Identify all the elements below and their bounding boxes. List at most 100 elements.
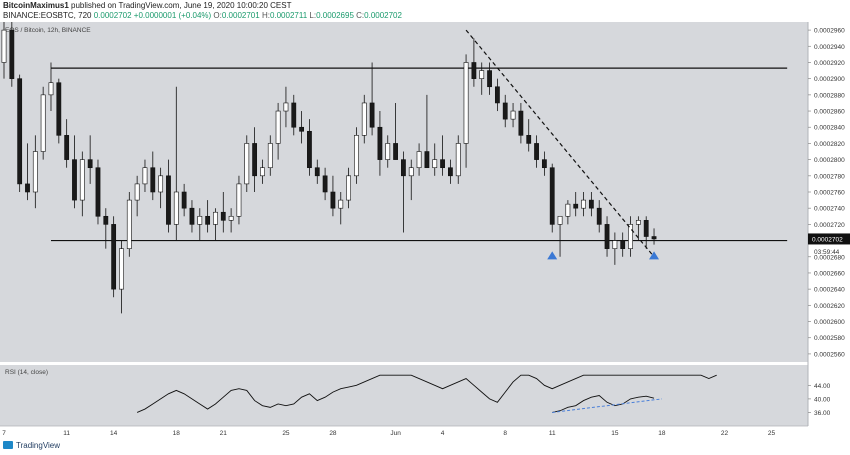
candle-body bbox=[64, 135, 70, 160]
y-tick-label: 0.0002920 bbox=[814, 60, 845, 67]
candle-body bbox=[173, 191, 179, 225]
y-tick-label: 0.0002580 bbox=[814, 335, 845, 342]
candle-body bbox=[158, 175, 164, 193]
candle-body bbox=[526, 135, 532, 144]
candle-body bbox=[612, 240, 618, 249]
candle-body bbox=[150, 167, 156, 193]
candle-body bbox=[119, 248, 124, 290]
candle-body bbox=[628, 224, 633, 249]
candle-body bbox=[307, 130, 312, 169]
y-tick-label: 0.0002940 bbox=[814, 44, 845, 51]
candle-body bbox=[432, 159, 438, 169]
candle-body bbox=[275, 110, 281, 144]
support-arrow-icon bbox=[649, 251, 660, 260]
chart-canvas[interactable]: EOS / Bitcoin, 12h, BINANCE 0.0002960 0.00… bbox=[0, 22, 850, 438]
candle-body bbox=[471, 62, 477, 79]
last-price: 0.0002702 bbox=[93, 11, 132, 20]
candle-body bbox=[494, 86, 500, 104]
candle-body bbox=[260, 167, 265, 177]
tradingview-logo-icon bbox=[3, 441, 13, 449]
candle-body bbox=[220, 211, 226, 221]
candle-body bbox=[322, 175, 328, 193]
candle-body bbox=[440, 159, 445, 169]
candle-body bbox=[651, 236, 657, 240]
rsi-divergence-line bbox=[552, 398, 662, 413]
tradingview-logo[interactable]: TradingView bbox=[3, 441, 60, 450]
symbol-label: BINANCE:EOSBTC, 720 bbox=[3, 11, 92, 20]
ohlc-line: BINANCE:EOSBTC, 720 0.0002702 +0.0000001… bbox=[3, 11, 402, 21]
chart-header: BitcoinMaximus1 published on TradingView… bbox=[0, 0, 850, 22]
publish-line: BitcoinMaximus1 published on TradingView… bbox=[3, 1, 291, 11]
last-price-tag-label: 0.0002702 bbox=[812, 236, 843, 243]
open-label: O: bbox=[213, 11, 222, 20]
price-pane bbox=[0, 22, 808, 362]
candle-body bbox=[56, 82, 62, 136]
candle-body bbox=[455, 143, 461, 177]
candle-body bbox=[487, 70, 492, 88]
candle-body bbox=[346, 175, 351, 201]
x-tick-label: 25 bbox=[768, 430, 776, 437]
bar-countdown: 03:59:44 bbox=[814, 249, 840, 256]
candle-body bbox=[643, 220, 649, 237]
candle-body bbox=[385, 143, 391, 160]
x-tick-label: 11 bbox=[549, 430, 556, 437]
candle-body bbox=[205, 215, 211, 225]
y-tick-label: 0.0002560 bbox=[814, 351, 845, 358]
candle-body bbox=[213, 211, 218, 225]
y-tick-label: 0.0002840 bbox=[814, 125, 845, 132]
candle-body bbox=[448, 167, 453, 177]
footer: TradingView bbox=[0, 438, 850, 455]
candle-body bbox=[111, 224, 117, 290]
y-tick-label: 0.0002880 bbox=[814, 92, 845, 99]
candle-body bbox=[408, 167, 414, 177]
candle-body bbox=[72, 159, 77, 201]
y-tick-label: 0.0002780 bbox=[814, 173, 845, 180]
candle-body bbox=[596, 207, 602, 225]
candle-body bbox=[228, 215, 234, 221]
candle-body bbox=[416, 151, 422, 169]
candle-body bbox=[338, 199, 344, 209]
y-tick-label: 0.0002740 bbox=[814, 206, 845, 213]
price-pane-title: EOS / Bitcoin, 12h, BINANCE bbox=[5, 27, 91, 34]
price-change: +0.0000001 (+0.04%) bbox=[133, 11, 212, 20]
y-tick-label: 0.0002720 bbox=[814, 222, 845, 229]
candle-body bbox=[142, 167, 148, 185]
candle-body bbox=[103, 215, 109, 225]
candle-body bbox=[534, 143, 539, 160]
candle-body bbox=[541, 159, 547, 169]
candle-body bbox=[95, 167, 101, 217]
candle-body bbox=[635, 220, 641, 225]
x-tick-label: Jun bbox=[390, 430, 401, 437]
rsi-tick-label: 36.00 bbox=[814, 410, 831, 417]
x-tick-label: 28 bbox=[329, 430, 337, 437]
candle-body bbox=[9, 29, 15, 79]
candle-body bbox=[299, 126, 305, 132]
x-tick-label: 21 bbox=[220, 430, 228, 437]
rsi-pane-title: RSI (14, close) bbox=[5, 369, 48, 376]
candle-body bbox=[87, 159, 93, 169]
publish-info: published on TradingView.com, June 19, 2… bbox=[71, 1, 292, 10]
low-label: L: bbox=[309, 11, 317, 20]
high-label: H: bbox=[261, 11, 270, 20]
author-name[interactable]: BitcoinMaximus1 bbox=[3, 1, 69, 10]
candle-body bbox=[581, 199, 586, 209]
x-tick-label: 15 bbox=[611, 430, 619, 437]
rsi-line bbox=[136, 374, 717, 413]
y-tick-label: 0.0002800 bbox=[814, 157, 845, 164]
x-tick-label: 14 bbox=[110, 430, 118, 437]
candle-body bbox=[166, 175, 171, 225]
pane-separator bbox=[0, 362, 808, 365]
y-tick-label: 0.0002760 bbox=[814, 190, 845, 197]
x-tick-label: 8 bbox=[503, 430, 507, 437]
candle-body bbox=[197, 215, 203, 225]
candle-body bbox=[181, 191, 187, 209]
price-axis bbox=[808, 22, 850, 438]
rsi-line-recent bbox=[552, 395, 655, 413]
candle-body bbox=[518, 110, 524, 136]
candle-body bbox=[79, 159, 85, 201]
candle-body bbox=[314, 167, 320, 177]
candle-body bbox=[557, 215, 563, 225]
candle-body bbox=[283, 102, 289, 112]
candle-body bbox=[549, 167, 555, 225]
close-value: 0.0002702 bbox=[364, 11, 402, 20]
